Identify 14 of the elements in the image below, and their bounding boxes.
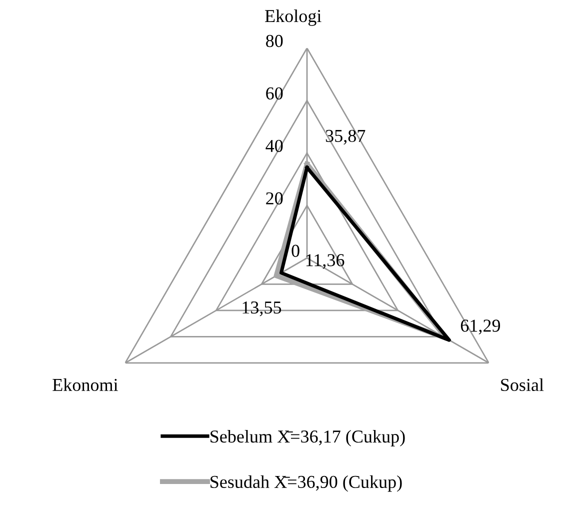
spoke-label: Ekonomi	[52, 378, 118, 392]
y-tick-label: 20	[266, 192, 283, 204]
data-label: 61,29	[460, 320, 500, 334]
legend-label: Sesudah X̄=36,90 (Cukup)	[210, 475, 402, 492]
y-tick-label: 40	[266, 140, 283, 152]
legend-label: Sebelum X̄=36,17 (Cukup)	[210, 430, 405, 446]
y-tick-label: 0	[292, 244, 300, 257]
spoke-label: Sosial	[501, 378, 544, 392]
spoke-label: Ekologi	[265, 9, 322, 26]
y-tick-label: 80	[266, 34, 283, 48]
data-label: 11,36	[306, 254, 344, 269]
y-tick-label: 60	[266, 87, 283, 100]
data-label: 13,55	[242, 301, 282, 316]
data-label: 35,87	[326, 130, 366, 145]
